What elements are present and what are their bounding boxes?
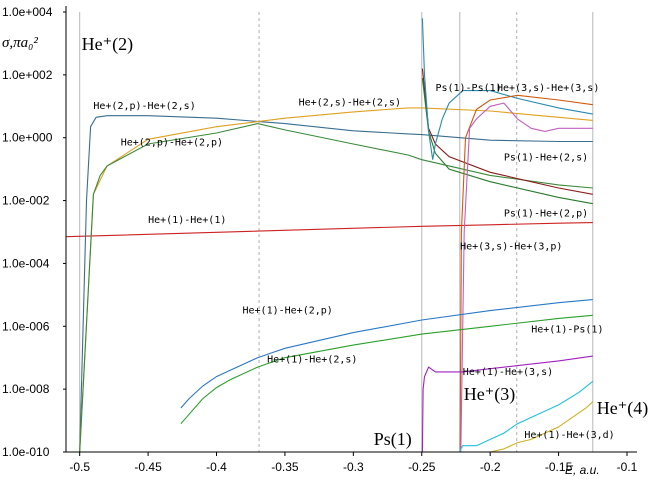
- series-he-1-he-1: [65, 222, 593, 238]
- series-he-3-s-he-3-s: [459, 94, 593, 453]
- series-he-1-he-3-s: [459, 380, 594, 453]
- series-group: [65, 18, 594, 453]
- y-tick-label: 1.0e+000: [2, 131, 53, 145]
- y-tick-label: 1.0e+002: [2, 68, 53, 82]
- annotation-he-1-he-3-s: He+(1)-He+(3,s): [463, 367, 553, 378]
- y-tick-label: 1.0e-008: [2, 382, 50, 396]
- annotation-he-3-s-he-3-s: He+(3,s)-He+(3,s): [497, 83, 599, 94]
- x-tick-label: -0.2: [480, 460, 501, 474]
- series-ps-1-ps-1: [421, 18, 593, 160]
- y-tick-label: 1.0e+004: [2, 5, 53, 19]
- series-he-1-ps-1: [421, 355, 593, 453]
- annotation-he-1-he-2-s: He+(1)-He+(2,s): [267, 354, 357, 365]
- series-he-1-he-3-d: [490, 401, 594, 453]
- threshold-lines: [79, 12, 594, 452]
- annotation-ps-1-he-2-p: Ps(1)-He+(2,p): [504, 208, 588, 219]
- series-he-3-s-he-3-p: [460, 102, 593, 453]
- annotation-he-2-p-he-2-p: He+(2,p)-He+(2,p): [121, 138, 223, 149]
- threshold-label-ps-1: Ps(1): [374, 429, 412, 450]
- annotation-he-3-s-he-3-p: He+(3,s)-He+(3,p): [460, 241, 562, 252]
- annotation-ps-1-ps-1: Ps(1)-Ps(1): [435, 83, 501, 94]
- series-he-1-he-2-s: [180, 314, 593, 425]
- y-tick-label: 1.0e-006: [2, 319, 50, 333]
- x-tick-label: -0.15: [545, 460, 573, 474]
- x-tick-label: -0.45: [134, 460, 162, 474]
- annotation-he-1-he-2-p: He+(1)-He+(2,p): [243, 306, 333, 317]
- threshold-label-he-2: He⁺(2): [82, 34, 133, 55]
- curve-annotations: He+(2,p)-He+(2,s) He+(2,s)-He+(2,s) He+(2,…: [93, 83, 614, 441]
- annotation-ps-1-he-2-s: Ps(1)-He+(2,s): [504, 152, 588, 163]
- annotation-he-1-he-3-d: He+(1)-He+(3,d): [524, 430, 614, 441]
- series-he-1-he-2-p: [180, 299, 593, 409]
- annotation-he-2-p-he-2-s: He+(2,p)-He+(2,s): [93, 101, 195, 112]
- y-tick-label: 1.0e-010: [2, 445, 50, 459]
- threshold-label-he-4: He⁺(4): [597, 398, 648, 419]
- y-axis-label: σ,πa₀²: [2, 35, 38, 51]
- x-tick-label: -0.35: [271, 460, 299, 474]
- x-axis-label: E, a.u.: [565, 463, 600, 477]
- y-tick-label: 1.0e-002: [2, 194, 50, 208]
- annotation-he-2-s-he-2-s: He+(2,s)-He+(2,s): [299, 97, 401, 108]
- x-tick-label: -0.5: [69, 460, 90, 474]
- x-tick-label: -0.3: [343, 460, 364, 474]
- series-he-2-p-he-2-p: [79, 123, 593, 453]
- x-tick-label: -0.4: [206, 460, 227, 474]
- series-he-2-s-he-2-s: [79, 107, 593, 453]
- x-tick-label: -0.1: [617, 460, 638, 474]
- series-he-2-p-he-2-s: [79, 115, 593, 453]
- tick-labels: -0.5 -0.45 -0.4 -0.35 -0.3 -0.25 -0.2 -0.15 -0.1…: [2, 5, 638, 474]
- x-tick-label: -0.25: [408, 460, 436, 474]
- axis-labels: He⁺(2) Ps(1) He⁺(3) He⁺(4) σ,πa₀² E, a.u.: [2, 34, 648, 477]
- axes: [65, 6, 637, 453]
- y-tick-label: 1.0e-004: [2, 256, 50, 270]
- annotation-he-1-he-1: He+(1)-He+(1): [148, 215, 226, 226]
- annotation-he-1-ps-1: He+(1)-Ps(1): [531, 325, 603, 336]
- threshold-label-he-3: He⁺(3): [464, 384, 515, 405]
